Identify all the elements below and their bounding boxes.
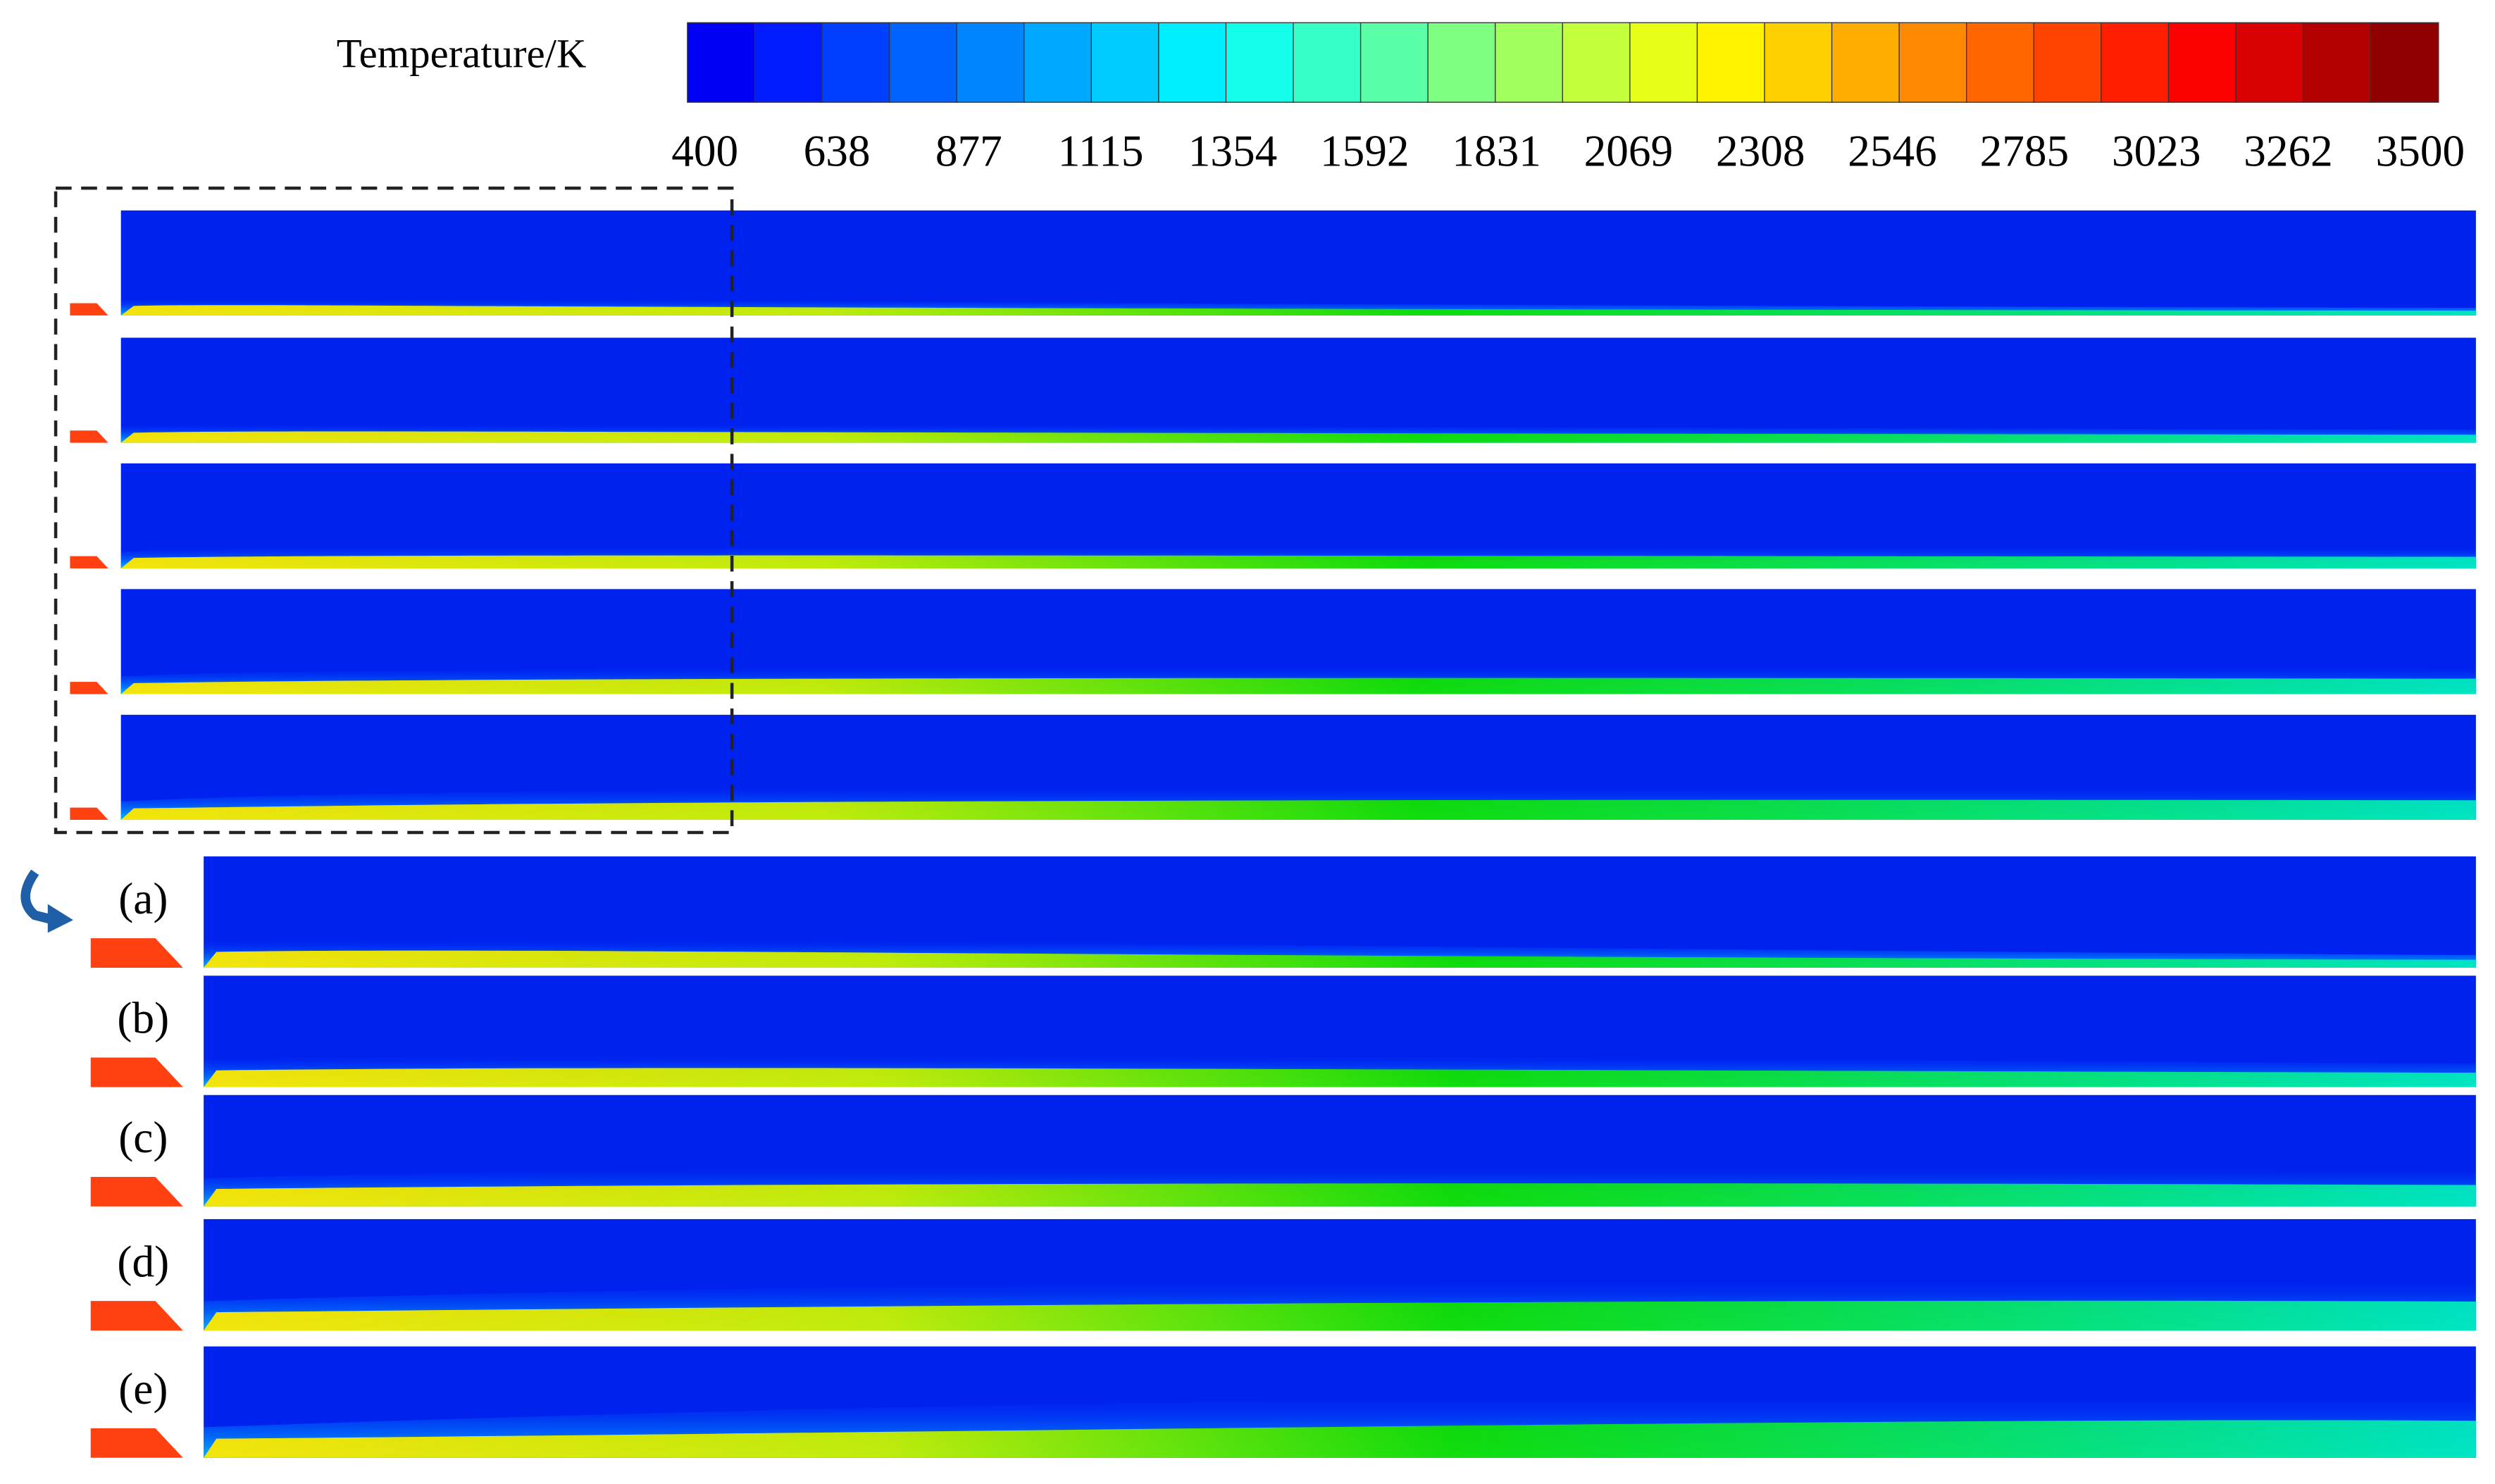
colorbar-segment xyxy=(1629,22,1699,103)
colorbar: 400 638 877 1115 1354 1592 1831 2069 2308 2546 278… xyxy=(671,22,2465,176)
colorbar-segment xyxy=(1831,22,1900,103)
colorbar-tick-label: 2785 xyxy=(1980,127,2070,176)
nozzle xyxy=(90,1057,183,1087)
colorbar-segment xyxy=(1090,22,1160,103)
colorbar-segment xyxy=(956,22,1026,103)
colorbar-segment xyxy=(1225,22,1295,103)
colorbar-segment xyxy=(2033,22,2103,103)
hot-zone xyxy=(120,305,2476,316)
hot-zone xyxy=(120,431,2476,443)
colorbar-segment xyxy=(2370,22,2439,103)
colorbar-tick-label: 638 xyxy=(804,127,871,176)
colorbar-segment xyxy=(2302,22,2372,103)
nozzle xyxy=(90,938,183,968)
colorbar-segment xyxy=(1293,22,1362,103)
colorbar-segment xyxy=(1023,22,1093,103)
panel-label: (b) xyxy=(117,994,169,1043)
colorbar-label: Temperature/K xyxy=(337,30,587,76)
hot-zone xyxy=(204,1300,2476,1331)
nozzle xyxy=(70,303,108,316)
hot-zone xyxy=(120,678,2476,694)
nozzle xyxy=(70,556,108,569)
panel-label: (d) xyxy=(117,1237,169,1286)
hot-zone xyxy=(204,1068,2476,1087)
contour-panels: (a) (b) (c) (d) (e) xyxy=(70,210,2476,1458)
nozzle xyxy=(70,807,108,820)
nozzle xyxy=(90,1301,183,1331)
nozzle xyxy=(70,682,108,694)
colorbar-segment xyxy=(1360,22,1429,103)
hot-zone xyxy=(204,1183,2476,1206)
colorbar-tick-label: 3262 xyxy=(2244,127,2333,176)
colorbar-segment xyxy=(1427,22,1497,103)
hot-zone xyxy=(120,555,2476,569)
nozzle xyxy=(70,430,108,443)
nozzle xyxy=(90,1176,183,1206)
colorbar-tick-label: 3023 xyxy=(2112,127,2201,176)
hot-zone xyxy=(120,799,2476,820)
colorbar-tick-label: 1831 xyxy=(1452,127,1541,176)
colorbar-segment xyxy=(888,22,958,103)
hot-zone xyxy=(204,950,2476,968)
colorbar-segment xyxy=(1158,22,1228,103)
colorbar-segment xyxy=(2167,22,2237,103)
colorbar-segment xyxy=(1562,22,1631,103)
colorbar-tick-label: 2069 xyxy=(1584,127,1674,176)
colorbar-segment xyxy=(1696,22,1766,103)
panel-label: (e) xyxy=(118,1364,168,1414)
nozzle xyxy=(90,1428,183,1458)
zoom-box xyxy=(54,186,734,835)
panel-label: (c) xyxy=(118,1113,168,1162)
colorbar-segment xyxy=(821,22,891,103)
zoom-arrow-head xyxy=(47,904,73,933)
colorbar-segment xyxy=(1898,22,1968,103)
colorbar-tick-label: 1354 xyxy=(1188,127,1278,176)
colorbar-tick-label: 2546 xyxy=(1848,127,1937,176)
zoom-arrow xyxy=(20,869,56,925)
colorbar-segment xyxy=(687,22,757,103)
colorbar-tick-label: 1592 xyxy=(1320,127,1410,176)
colorbar-tick-label: 1115 xyxy=(1058,127,1144,176)
colorbar-segment xyxy=(1764,22,1834,103)
contour-strip xyxy=(120,210,2476,316)
colorbar-segment xyxy=(1966,22,2036,103)
panel-label: (a) xyxy=(118,874,168,923)
colorbar-segment xyxy=(2235,22,2305,103)
colorbar-segment xyxy=(754,22,823,103)
colorbar-tick-label: 3500 xyxy=(2376,127,2465,176)
colorbar-tick-label: 2308 xyxy=(1716,127,1805,176)
colorbar-tick-label: 877 xyxy=(935,127,1002,176)
colorbar-segment xyxy=(2101,22,2170,103)
colorbar-tick-label: 400 xyxy=(671,127,738,176)
colorbar-segment xyxy=(1495,22,1564,103)
hot-zone xyxy=(204,1420,2476,1458)
